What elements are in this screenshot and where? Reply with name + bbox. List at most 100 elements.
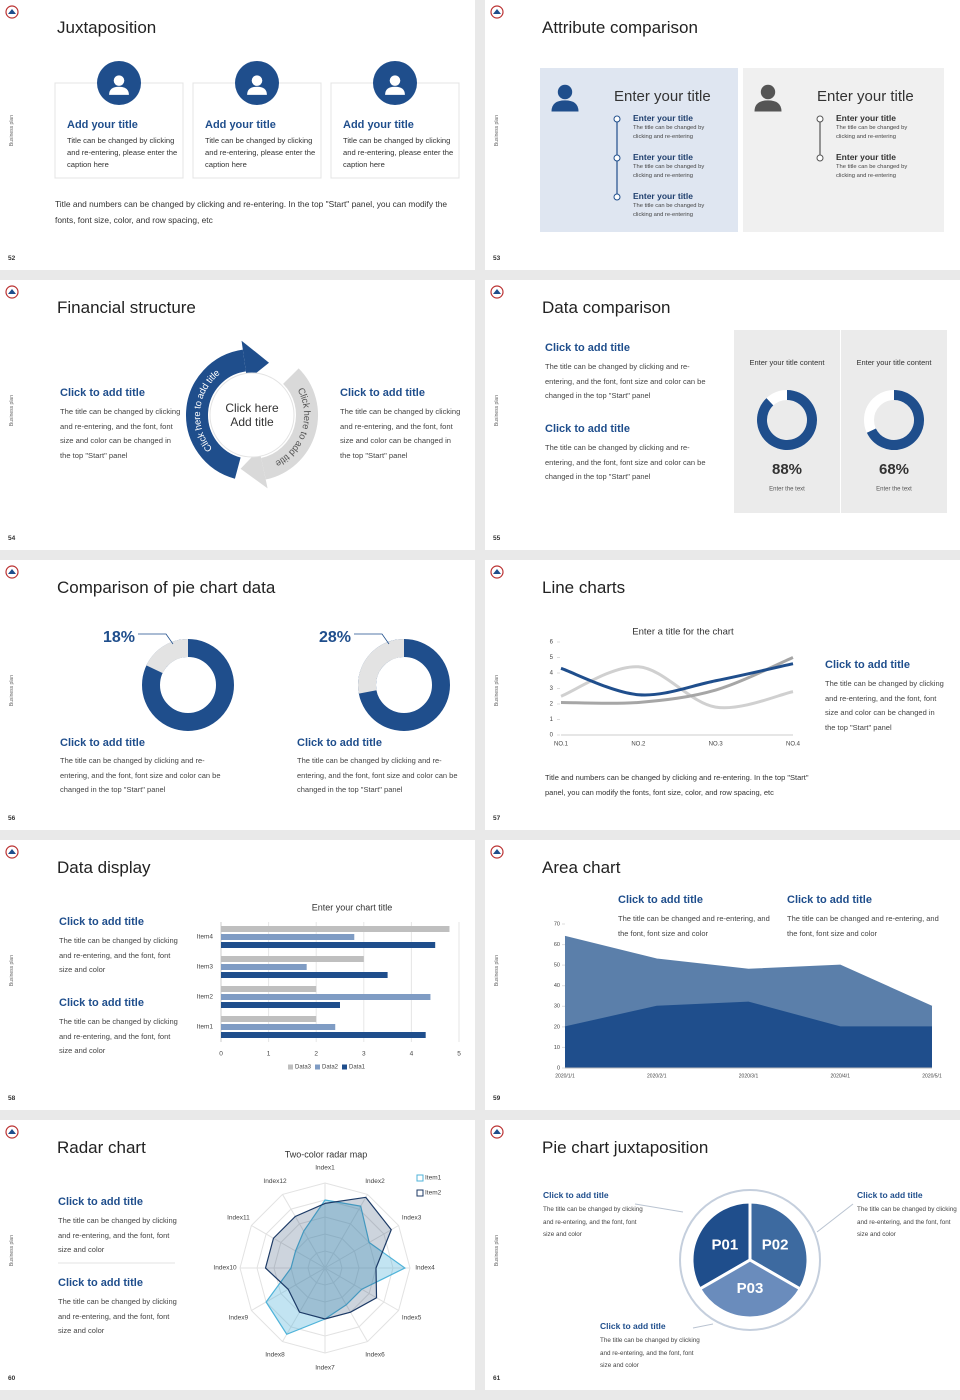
y-tick-label: 4 (550, 671, 554, 677)
donut-value: 68% (879, 461, 909, 478)
legend-swatch (315, 1064, 320, 1070)
leader-line (138, 633, 174, 645)
x-tick-label: 2 (314, 1051, 318, 1058)
bar (221, 1024, 336, 1030)
block-title: Click to add title (545, 423, 630, 435)
legend-label: Data2 (322, 1065, 339, 1071)
slide: Enter a title for the chart 0 1 2 3 4 5 6 NO.1 NO… (485, 560, 960, 830)
slide-number: 60 (8, 1375, 16, 1382)
block-text: The title can be changed by clicking and… (60, 756, 221, 794)
block-title: Click to add title (297, 737, 382, 749)
bar (221, 1002, 340, 1008)
center-label: Add title (230, 415, 274, 429)
y-tick-label: 2 (550, 702, 554, 708)
block-text: The title can be changed by clicking and… (600, 1337, 700, 1369)
block-title: Click to add title (59, 916, 144, 928)
icon-head (557, 84, 573, 100)
panel-title: Enter your title (817, 88, 914, 105)
arc-arrow (241, 340, 269, 381)
block-title: Click to add title (58, 1277, 143, 1289)
donut-caption: Enter the text (769, 487, 805, 493)
icon-head (389, 75, 401, 86)
slide: Click here to add title Click here to add… (0, 280, 475, 550)
timeline-dot (816, 154, 824, 162)
item-text: The title can be changed by clicking and… (836, 164, 908, 179)
x-tick-label: NO.3 (709, 742, 724, 748)
slide-title: Area chart (542, 858, 621, 877)
block-title: Click to add title (59, 997, 144, 1009)
connector (816, 1203, 854, 1233)
radar-spoke (282, 1267, 326, 1342)
y-tick-label: 20 (554, 1024, 560, 1030)
note: Title and numbers can be changed by clic… (55, 199, 448, 225)
y-tick-label: 0 (550, 733, 554, 739)
axis-label: Index1 (315, 1165, 335, 1172)
icon-head (251, 75, 263, 86)
logo-mark (493, 1129, 501, 1134)
card (841, 330, 947, 513)
icon-body (109, 86, 129, 95)
slide: 18% 28% Comparison of pie chart data 56 Busi… (0, 560, 475, 830)
axis-label: Index5 (402, 1315, 422, 1322)
x-tick-label: 1 (267, 1051, 271, 1058)
y-tick-label: Item1 (197, 1024, 214, 1031)
axis-label: Index4 (415, 1265, 435, 1272)
donut-arc (146, 639, 189, 674)
axis-label: Index12 (263, 1178, 287, 1185)
slide-number: 58 (8, 1095, 16, 1102)
slide-number: 56 (8, 815, 16, 822)
block-text: The title can be changed by clicking and… (857, 1206, 957, 1238)
y-tick-label: 3 (550, 686, 554, 692)
bar (221, 934, 355, 940)
side-label: Business plan (9, 1235, 15, 1267)
slide-title: Juxtaposition (57, 18, 157, 37)
slide-graphics: Enter your chart title 0 1 2 3 4 5 Item1 Item2 It… (5, 845, 461, 1071)
y-tick-label: Item2 (197, 994, 214, 1001)
slide-number: 53 (493, 255, 501, 262)
block-title: Click to add title (618, 894, 703, 906)
slide-graphics: Enter your title content 88% Enter the tex… (490, 285, 947, 513)
item-text: The title can be changed by clicking and… (633, 203, 705, 218)
block-title: Click to add title (600, 1321, 666, 1331)
x-tick-label: NO.1 (554, 742, 569, 748)
line-series (560, 656, 794, 705)
block-text: The title can be changed by clicking and… (340, 407, 461, 460)
item-title: Enter your title (633, 152, 693, 162)
axis-label: Index11 (227, 1215, 250, 1222)
donut-value: 88% (772, 461, 802, 478)
slide-graphics: P01 P02 P03 (490, 1125, 854, 1331)
block-title: Click to add title (58, 1196, 143, 1208)
panel-title: Enter your title (614, 88, 711, 105)
y-tick-label: 0 (557, 1065, 560, 1071)
slide-graphics: 18% 28% (5, 565, 450, 731)
arc-arrow (240, 449, 268, 489)
legend-swatch (342, 1064, 347, 1070)
bar (221, 926, 450, 932)
slide: Two-color radar map Index1 Index2 Index3 Ind… (0, 1120, 475, 1390)
legend-label: Item2 (425, 1190, 442, 1197)
bar (221, 956, 364, 962)
slide-number: 59 (493, 1095, 501, 1102)
arc (260, 368, 318, 480)
item-title: Enter your title (633, 113, 693, 123)
segment-label: P02 (762, 1236, 789, 1253)
card-title: Add your title (67, 119, 138, 131)
timeline-dot (816, 115, 824, 123)
slide-number: 54 (8, 535, 16, 542)
item-title: Enter your title (836, 152, 896, 162)
y-tick-label: 6 (550, 640, 554, 646)
slide-title: Pie chart juxtaposition (542, 1138, 709, 1157)
y-tick-label: 60 (554, 942, 560, 948)
icon-body (247, 86, 267, 95)
slide-number: 61 (493, 1375, 501, 1382)
side-label: Business plan (494, 955, 500, 987)
block-text: The title can be changed by clicking and… (825, 679, 944, 732)
slide-graphics: 0 10 20 30 40 50 60 70 2020/1/1 2020/2/1 2020/3/1 2… (490, 845, 942, 1079)
x-tick-label: NO.4 (786, 742, 801, 748)
bar (221, 986, 317, 992)
logo-mark (493, 849, 501, 854)
slide: P01 P02 P03 Pie chart juxtaposition 61 Busine… (485, 1120, 960, 1390)
legend-swatch (416, 1189, 424, 1197)
bar (221, 942, 436, 948)
axis-label: Index8 (265, 1351, 285, 1358)
